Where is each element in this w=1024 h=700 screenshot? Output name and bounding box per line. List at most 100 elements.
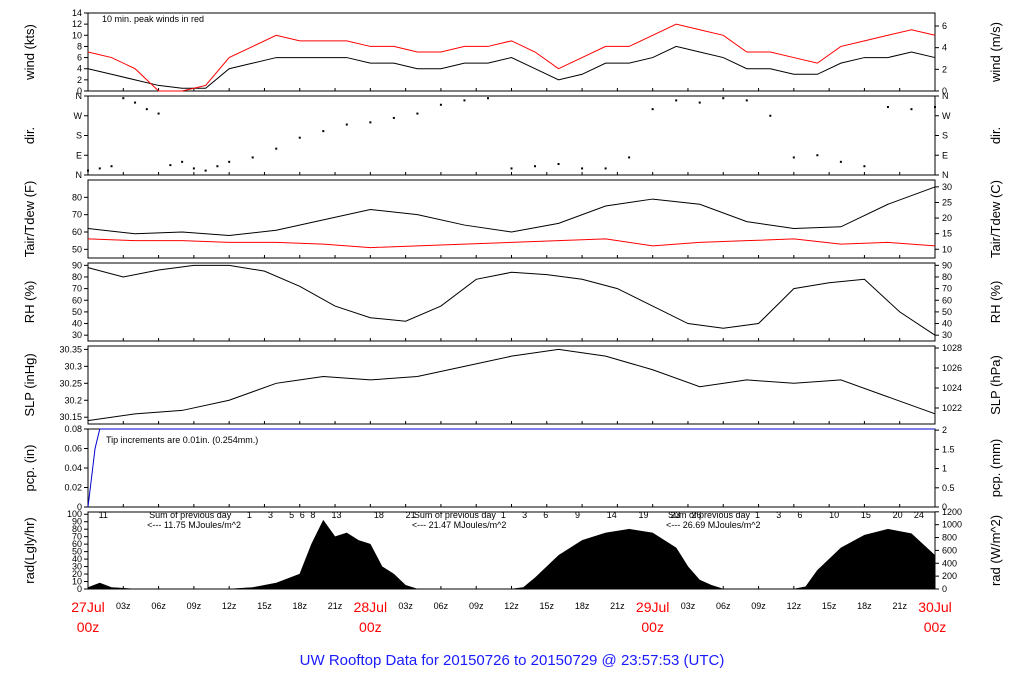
rad-daily-sum-value: <--- 11.75 MJoules/m^2	[147, 520, 241, 530]
panel-pcp: pcp. (in) pcp. (mm)	[22, 428, 1003, 508]
dir-point	[98, 167, 101, 170]
dir-point	[463, 99, 466, 102]
pcp-right-tick-label: 1	[942, 464, 947, 474]
dir-point	[369, 121, 372, 124]
x-hour-tick-label: 21z	[328, 601, 343, 611]
rh-left-tick-label: 90	[72, 260, 82, 270]
slp-left-tick-label: 30.25	[59, 378, 82, 388]
dir-point	[675, 99, 678, 102]
temp-frame	[87, 179, 936, 259]
rad-hour-label: 1	[755, 510, 760, 520]
rad-hour-label: 26	[691, 510, 701, 520]
rad-hour-label: 5	[289, 510, 294, 520]
pcp-right-tick-label: 1.5	[942, 444, 955, 454]
wind-frame	[87, 12, 936, 92]
rad-left-tick-label: 80	[72, 524, 82, 534]
panel-temp: Tair/Tdew (F) Tair/Tdew (C)	[22, 179, 1003, 259]
wind-left-tick-label: 12	[72, 19, 82, 29]
temp-left-tick-label: 50	[72, 244, 82, 254]
dir-left-tick-label: W	[74, 111, 83, 121]
panel-dir: dir. dir.	[22, 95, 1003, 176]
dir-point	[745, 99, 748, 102]
temp-left-tick-label: 70	[72, 210, 82, 220]
rad-right-tick-label: 400	[942, 558, 957, 568]
rad-right-tick-label: 1000	[942, 520, 962, 530]
temp-right-tick-label: 15	[942, 229, 952, 239]
dir-point	[216, 165, 219, 168]
wind-annotation: 10 min. peak winds in red	[102, 14, 204, 24]
x-hour-tick-label: 12z	[222, 601, 237, 611]
rad-hour-label: 8	[310, 510, 315, 520]
rad-ylabel-right: rad (W/m^2)	[988, 515, 1003, 586]
panel-rh: RH (%) RH (%)	[22, 262, 1003, 342]
rad-hour-label: 3	[522, 510, 527, 520]
rad-hour-label: 11	[99, 510, 108, 520]
rad-daily-sum-label: Sum of previous day	[668, 510, 751, 520]
dir-point	[839, 160, 842, 163]
rh-left-tick-label: 80	[72, 272, 82, 282]
panel-slp: SLP (inHg) SLP (hPa)	[22, 345, 1003, 425]
rad-right-tick-label: 1200	[942, 507, 962, 517]
rh-right-tick-label: 70	[942, 284, 952, 294]
dir-point	[816, 154, 819, 157]
dir-right-tick-label: E	[942, 150, 948, 160]
wind-series-0	[87, 45, 936, 89]
temp-left-tick-label: 80	[72, 192, 82, 202]
dir-point	[157, 112, 160, 115]
slp-ylabel-right: SLP (hPa)	[988, 355, 1003, 415]
wind-right-tick-label: 0	[942, 86, 947, 96]
x-hour-tick-label: 09z	[469, 601, 484, 611]
rad-daily-sum-value: <--- 26.69 MJoules/m^2	[666, 520, 761, 530]
rad-daily-sum-label: Sum of previous day	[414, 510, 497, 520]
rh-ylabel-right: RH (%)	[988, 281, 1003, 324]
dir-point	[192, 167, 195, 170]
rh-left-tick-label: 40	[72, 319, 82, 329]
rad-hour-label: 1	[501, 510, 506, 520]
rad-left-tick-label: 20	[72, 569, 82, 579]
slp-left-tick-label: 30.3	[64, 361, 82, 371]
dir-ylabel-left: dir.	[22, 127, 37, 144]
pcp-left-tick-label: 0.02	[64, 483, 82, 493]
rh-ylabel-left: RH (%)	[22, 281, 37, 324]
dir-point	[181, 160, 184, 163]
rad-hour-label: 23	[670, 510, 680, 520]
rad-hour-label: 14	[607, 510, 617, 520]
rh-right-tick-label: 60	[942, 295, 952, 305]
rad-hour-label: 6	[797, 510, 802, 520]
rad-daily-sum-label: Sum of previous day	[149, 510, 232, 520]
temp-right-tick-label: 20	[942, 213, 952, 223]
dir-left-tick-label: S	[76, 131, 82, 141]
dir-point	[204, 169, 207, 172]
x-day-date: 27Jul	[71, 599, 104, 615]
x-hour-tick-label: 03z	[681, 601, 696, 611]
dir-point	[145, 108, 148, 111]
dir-point	[228, 160, 231, 163]
rh-left-tick-label: 70	[72, 284, 82, 294]
x-hour-tick-label: 12z	[787, 601, 802, 611]
wind-right-tick-label: 4	[942, 43, 947, 53]
x-day-hour: 00z	[924, 619, 947, 635]
x-day-hour: 00z	[359, 619, 382, 635]
rh-right-tick-label: 90	[942, 260, 952, 270]
dir-right-tick-label: S	[942, 131, 948, 141]
rad-left-tick-label: 40	[72, 554, 82, 564]
x-hour-tick-label: 18z	[292, 601, 307, 611]
slp-left-tick-label: 30.2	[64, 395, 82, 405]
wind-series-1	[87, 23, 936, 92]
dir-point	[486, 97, 489, 100]
pcp-series-0	[87, 428, 935, 508]
rad-daily-sum-value: <--- 21.47 MJoules/m^2	[412, 520, 507, 530]
rh-left-tick-label: 60	[72, 295, 82, 305]
slp-right-tick-label: 1024	[942, 383, 962, 393]
dir-point	[169, 164, 172, 167]
pcp-ylabel-left: pcp. (in)	[22, 445, 37, 492]
x-hour-tick-label: 06z	[716, 601, 731, 611]
x-day-hour: 00z	[77, 619, 100, 635]
rad-hour-label: 18	[374, 510, 384, 520]
temp-right-tick-label: 30	[942, 182, 952, 192]
dir-point	[439, 103, 442, 106]
dir-right-tick-label: N	[942, 91, 949, 101]
dir-point	[134, 101, 137, 104]
x-hour-tick-label: 15z	[257, 601, 272, 611]
